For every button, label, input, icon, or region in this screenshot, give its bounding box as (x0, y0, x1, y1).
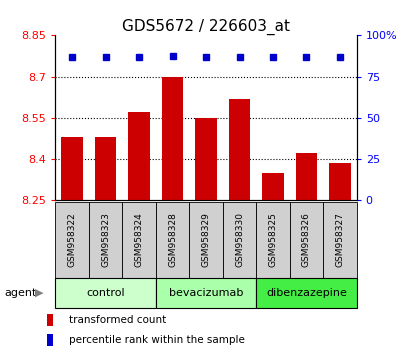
Bar (122, 202, 155, 278)
Text: GSM958330: GSM958330 (234, 212, 243, 267)
Bar (322, 202, 356, 278)
Bar (222, 202, 256, 278)
Bar (256, 202, 289, 278)
Text: GSM958325: GSM958325 (268, 212, 277, 267)
Bar (47, 314, 53, 326)
Text: dibenzazepine: dibenzazepine (265, 288, 346, 298)
Text: GSM958323: GSM958323 (101, 212, 110, 267)
Bar (195, 118, 216, 200)
Bar (94, 137, 116, 200)
Bar (228, 98, 250, 200)
Text: GSM958329: GSM958329 (201, 212, 210, 267)
Bar (61, 137, 83, 200)
Bar (289, 202, 322, 278)
Title: GDS5672 / 226603_at: GDS5672 / 226603_at (122, 19, 289, 35)
Bar (89, 202, 122, 278)
Bar (55, 202, 89, 278)
Bar (128, 112, 150, 200)
Text: GSM958327: GSM958327 (335, 212, 344, 267)
Bar (155, 202, 189, 278)
Bar (155, 278, 256, 308)
Bar (328, 163, 350, 200)
Bar (55, 278, 155, 308)
Text: GSM958322: GSM958322 (67, 212, 76, 267)
Text: percentile rank within the sample: percentile rank within the sample (69, 335, 244, 345)
Text: GSM958328: GSM958328 (168, 212, 177, 267)
Text: control: control (86, 288, 125, 298)
Bar (189, 202, 222, 278)
Bar (295, 153, 317, 200)
Text: ▶: ▶ (35, 288, 43, 298)
Text: transformed count: transformed count (69, 315, 166, 325)
Text: agent: agent (4, 288, 36, 298)
Bar (261, 172, 283, 200)
Text: bevacizumab: bevacizumab (169, 288, 243, 298)
Text: GSM958324: GSM958324 (134, 212, 143, 267)
Bar (256, 278, 356, 308)
Bar (47, 334, 53, 346)
Bar (161, 76, 183, 200)
Text: GSM958326: GSM958326 (301, 212, 310, 267)
